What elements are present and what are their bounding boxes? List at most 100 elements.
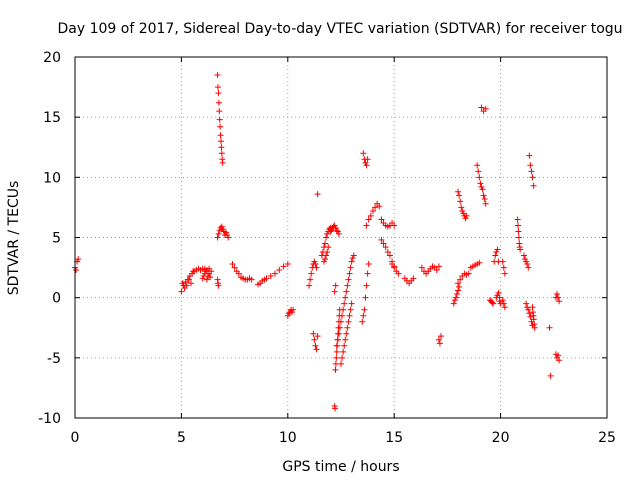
- data-point: [555, 352, 562, 359]
- data-point: [325, 244, 332, 251]
- data-point: [341, 342, 348, 349]
- x-tick-label: 15: [385, 430, 403, 446]
- data-point: [380, 240, 387, 247]
- x-tick-label: 5: [177, 430, 186, 446]
- data-point: [263, 275, 270, 282]
- data-point: [346, 270, 353, 277]
- data-point: [433, 266, 440, 273]
- data-point: [342, 336, 349, 343]
- data-point: [216, 116, 223, 123]
- data-point: [480, 192, 487, 199]
- data-point: [523, 300, 530, 307]
- data-point: [338, 360, 344, 367]
- data-point: [207, 274, 214, 281]
- data-point: [347, 264, 354, 271]
- data-point: [335, 330, 342, 337]
- data-point: [307, 276, 314, 283]
- data-point: [338, 318, 344, 325]
- data-point: [391, 263, 398, 270]
- data-point: [514, 216, 521, 223]
- data-point: [378, 236, 385, 243]
- data-point: [75, 256, 82, 263]
- data-point: [215, 84, 222, 91]
- data-point: [529, 174, 536, 181]
- data-point: [395, 270, 402, 277]
- x-axis-label: GPS time / hours: [282, 459, 399, 475]
- data-point: [556, 357, 563, 364]
- data-point: [324, 248, 331, 255]
- data-point: [333, 348, 340, 355]
- data-point: [391, 222, 398, 229]
- data-point: [216, 108, 223, 115]
- data-point: [364, 156, 371, 163]
- data-point: [526, 310, 533, 317]
- data-point: [452, 294, 459, 301]
- data-point: [530, 182, 537, 189]
- data-point: [496, 294, 503, 301]
- y-tick-label: 10: [43, 170, 61, 186]
- data-point: [323, 252, 330, 259]
- data-point: [206, 270, 213, 277]
- data-point: [455, 287, 462, 294]
- data-point: [346, 312, 353, 319]
- data-point: [410, 275, 417, 282]
- data-point: [340, 306, 347, 313]
- data-point: [367, 212, 374, 219]
- data-point: [521, 252, 528, 259]
- data-point: [312, 260, 319, 267]
- data-point: [476, 259, 483, 266]
- data-point: [526, 152, 533, 159]
- data-point: [378, 216, 385, 223]
- data-point: [517, 246, 524, 253]
- x-tick-label: 25: [598, 430, 616, 446]
- data-point: [478, 104, 485, 111]
- data-point: [501, 270, 508, 277]
- data-point: [218, 150, 225, 157]
- data-point: [546, 324, 553, 331]
- data-point: [322, 256, 329, 263]
- data-point: [359, 318, 366, 325]
- data-point: [336, 324, 343, 331]
- data-point: [363, 282, 370, 289]
- data-point: [335, 230, 342, 237]
- data-point: [333, 354, 340, 361]
- data-point: [214, 234, 221, 241]
- data-point: [285, 310, 292, 317]
- data-point: [418, 264, 425, 271]
- data-point: [515, 222, 522, 229]
- data-point: [465, 270, 472, 277]
- data-point: [343, 288, 350, 295]
- data-point: [482, 200, 489, 207]
- data-point: [235, 270, 242, 277]
- data-point: [525, 306, 532, 313]
- data-point: [456, 283, 463, 290]
- data-point: [365, 260, 372, 267]
- data-point: [343, 330, 350, 337]
- data-point: [527, 162, 534, 169]
- data-point: [500, 300, 507, 307]
- data-point: [515, 234, 522, 241]
- data-point: [362, 294, 369, 301]
- data-point: [341, 300, 348, 307]
- data-point: [215, 282, 222, 289]
- data-point: [369, 208, 376, 215]
- data-point: [386, 252, 393, 259]
- data-point: [290, 306, 297, 313]
- data-point: [332, 366, 339, 373]
- data-point: [248, 276, 255, 283]
- grid-lines: [75, 57, 607, 418]
- data-point: [229, 260, 236, 267]
- data-point: [376, 203, 383, 210]
- data-point: [322, 240, 329, 247]
- data-point: [350, 252, 357, 259]
- data-point: [494, 246, 501, 253]
- data-point: [73, 266, 80, 273]
- data-point: [215, 99, 222, 106]
- chart-title: Day 109 of 2017, Sidereal Day-to-day VTE…: [57, 21, 622, 37]
- data-point: [344, 324, 351, 331]
- data-point: [474, 162, 481, 169]
- y-tick-label: 5: [52, 231, 61, 247]
- data-point: [267, 273, 274, 280]
- data-point: [215, 90, 222, 97]
- y-tick-label: -10: [38, 411, 61, 427]
